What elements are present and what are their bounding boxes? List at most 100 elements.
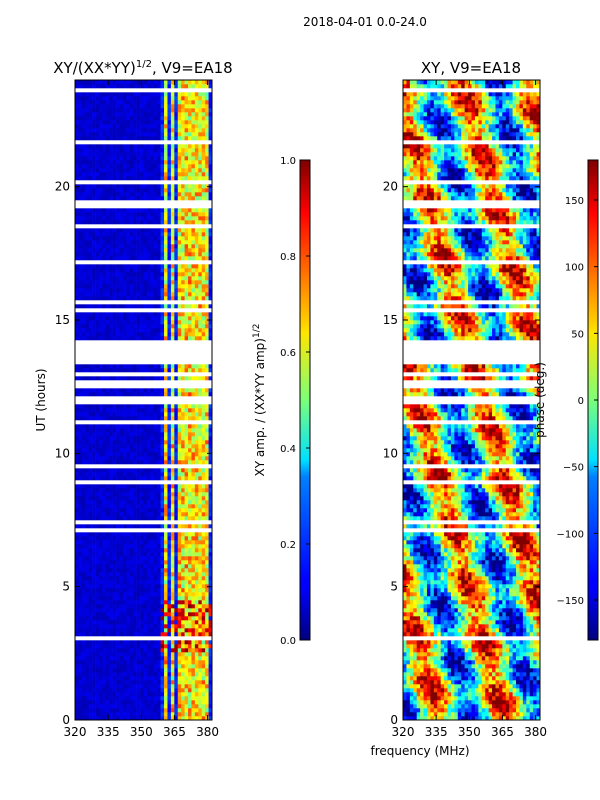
heatmap-cell bbox=[136, 128, 141, 133]
heatmap-cell bbox=[105, 532, 110, 537]
heatmap-cell bbox=[157, 172, 161, 177]
heatmap-cell bbox=[112, 188, 117, 193]
heatmap-cell bbox=[129, 416, 134, 421]
heatmap-cell bbox=[177, 592, 182, 597]
heatmap-cell bbox=[184, 512, 189, 517]
heatmap-cell bbox=[194, 664, 199, 669]
heatmap-cell bbox=[116, 580, 120, 585]
heatmap-cell bbox=[146, 704, 151, 709]
heatmap-cell bbox=[133, 412, 137, 417]
heatmap-cell bbox=[75, 560, 79, 565]
heatmap-cell bbox=[177, 136, 182, 141]
heatmap-cell bbox=[92, 440, 96, 445]
heatmap-cell bbox=[160, 320, 165, 325]
heatmap-cell bbox=[78, 532, 83, 537]
heatmap-cell bbox=[191, 536, 196, 541]
heatmap-cell bbox=[126, 272, 131, 277]
heatmap-cell bbox=[136, 548, 141, 553]
heatmap-cell bbox=[164, 604, 168, 609]
heatmap-cell bbox=[129, 284, 134, 289]
heatmap-cell bbox=[191, 668, 196, 673]
heatmap-cell bbox=[157, 552, 161, 557]
heatmap-cell bbox=[201, 404, 206, 409]
heatmap-cell bbox=[160, 556, 165, 561]
heatmap-cell bbox=[95, 332, 100, 337]
heatmap-cell bbox=[157, 236, 161, 241]
heatmap-cell bbox=[181, 516, 185, 521]
heatmap-cell bbox=[201, 328, 206, 333]
heatmap-cell bbox=[133, 532, 137, 537]
heatmap-cell bbox=[109, 428, 113, 433]
heatmap-cell bbox=[181, 148, 185, 153]
heatmap-cell bbox=[92, 368, 96, 373]
heatmap-cell bbox=[102, 656, 107, 661]
heatmap-cell bbox=[181, 220, 185, 225]
heatmap-cell bbox=[146, 664, 151, 669]
heatmap-cell bbox=[92, 392, 96, 397]
heatmap-cell bbox=[167, 220, 172, 225]
heatmap-cell bbox=[153, 188, 158, 193]
heatmap-cell bbox=[170, 536, 175, 541]
heatmap-cell bbox=[78, 292, 83, 297]
heatmap-cell bbox=[109, 648, 113, 653]
heatmap-cell bbox=[129, 596, 134, 601]
heatmap-cell bbox=[85, 136, 89, 141]
heatmap-cell bbox=[109, 704, 113, 709]
heatmap-cell bbox=[133, 516, 137, 521]
heatmap-cell bbox=[170, 368, 175, 373]
heatmap-cell bbox=[122, 252, 127, 257]
heatmap-cell bbox=[102, 516, 107, 521]
heatmap-cell bbox=[150, 472, 155, 477]
heatmap-cell bbox=[160, 512, 165, 517]
heatmap-cell bbox=[184, 276, 189, 281]
heatmap-cell bbox=[133, 320, 137, 325]
heatmap-cell bbox=[146, 668, 151, 673]
heatmap-cell bbox=[143, 408, 148, 413]
heatmap-cell bbox=[146, 616, 151, 621]
heatmap-cell bbox=[170, 680, 175, 685]
heatmap-cell bbox=[198, 624, 203, 629]
heatmap-cell bbox=[119, 512, 124, 517]
heatmap-cell bbox=[153, 604, 158, 609]
heatmap-cell bbox=[184, 560, 189, 565]
heatmap-cell bbox=[174, 132, 179, 137]
heatmap-cell bbox=[109, 580, 113, 585]
heatmap-cell bbox=[205, 496, 209, 501]
heatmap-cell bbox=[205, 580, 209, 585]
heatmap-cell bbox=[184, 132, 189, 137]
heatmap-cell bbox=[150, 136, 155, 141]
heatmap-cell bbox=[78, 164, 83, 169]
heatmap-cell bbox=[174, 460, 179, 465]
heatmap-cell bbox=[164, 156, 168, 161]
heatmap-cell bbox=[78, 488, 83, 493]
heatmap-cell bbox=[181, 208, 185, 213]
heatmap-cell bbox=[150, 368, 155, 373]
heatmap-cell bbox=[81, 144, 86, 149]
heatmap-cell bbox=[153, 456, 158, 461]
heatmap-cell bbox=[198, 336, 203, 341]
heatmap-cell bbox=[170, 580, 175, 585]
heatmap-cell bbox=[143, 556, 148, 561]
heatmap-cell bbox=[188, 676, 192, 681]
heatmap-cell bbox=[129, 484, 134, 489]
heatmap-cell bbox=[170, 168, 175, 173]
heatmap-cell bbox=[181, 432, 185, 437]
heatmap-cell bbox=[167, 196, 172, 201]
heatmap-cell bbox=[160, 128, 165, 133]
heatmap-cell bbox=[105, 472, 110, 477]
heatmap-cell bbox=[85, 564, 89, 569]
heatmap-cell bbox=[177, 164, 182, 169]
heatmap-cell bbox=[188, 612, 192, 617]
heatmap-cell bbox=[122, 468, 127, 473]
heatmap-cell bbox=[174, 572, 179, 577]
heatmap-cell bbox=[174, 424, 179, 429]
heatmap-cell bbox=[194, 412, 199, 417]
heatmap-cell bbox=[208, 228, 212, 233]
heatmap-cell bbox=[88, 672, 93, 677]
heatmap-cell bbox=[164, 236, 168, 241]
heatmap-cell bbox=[205, 212, 209, 217]
heatmap-cell bbox=[146, 500, 151, 505]
heatmap-cell bbox=[136, 192, 141, 197]
heatmap-cell bbox=[122, 376, 127, 381]
heatmap-cell bbox=[129, 496, 134, 501]
